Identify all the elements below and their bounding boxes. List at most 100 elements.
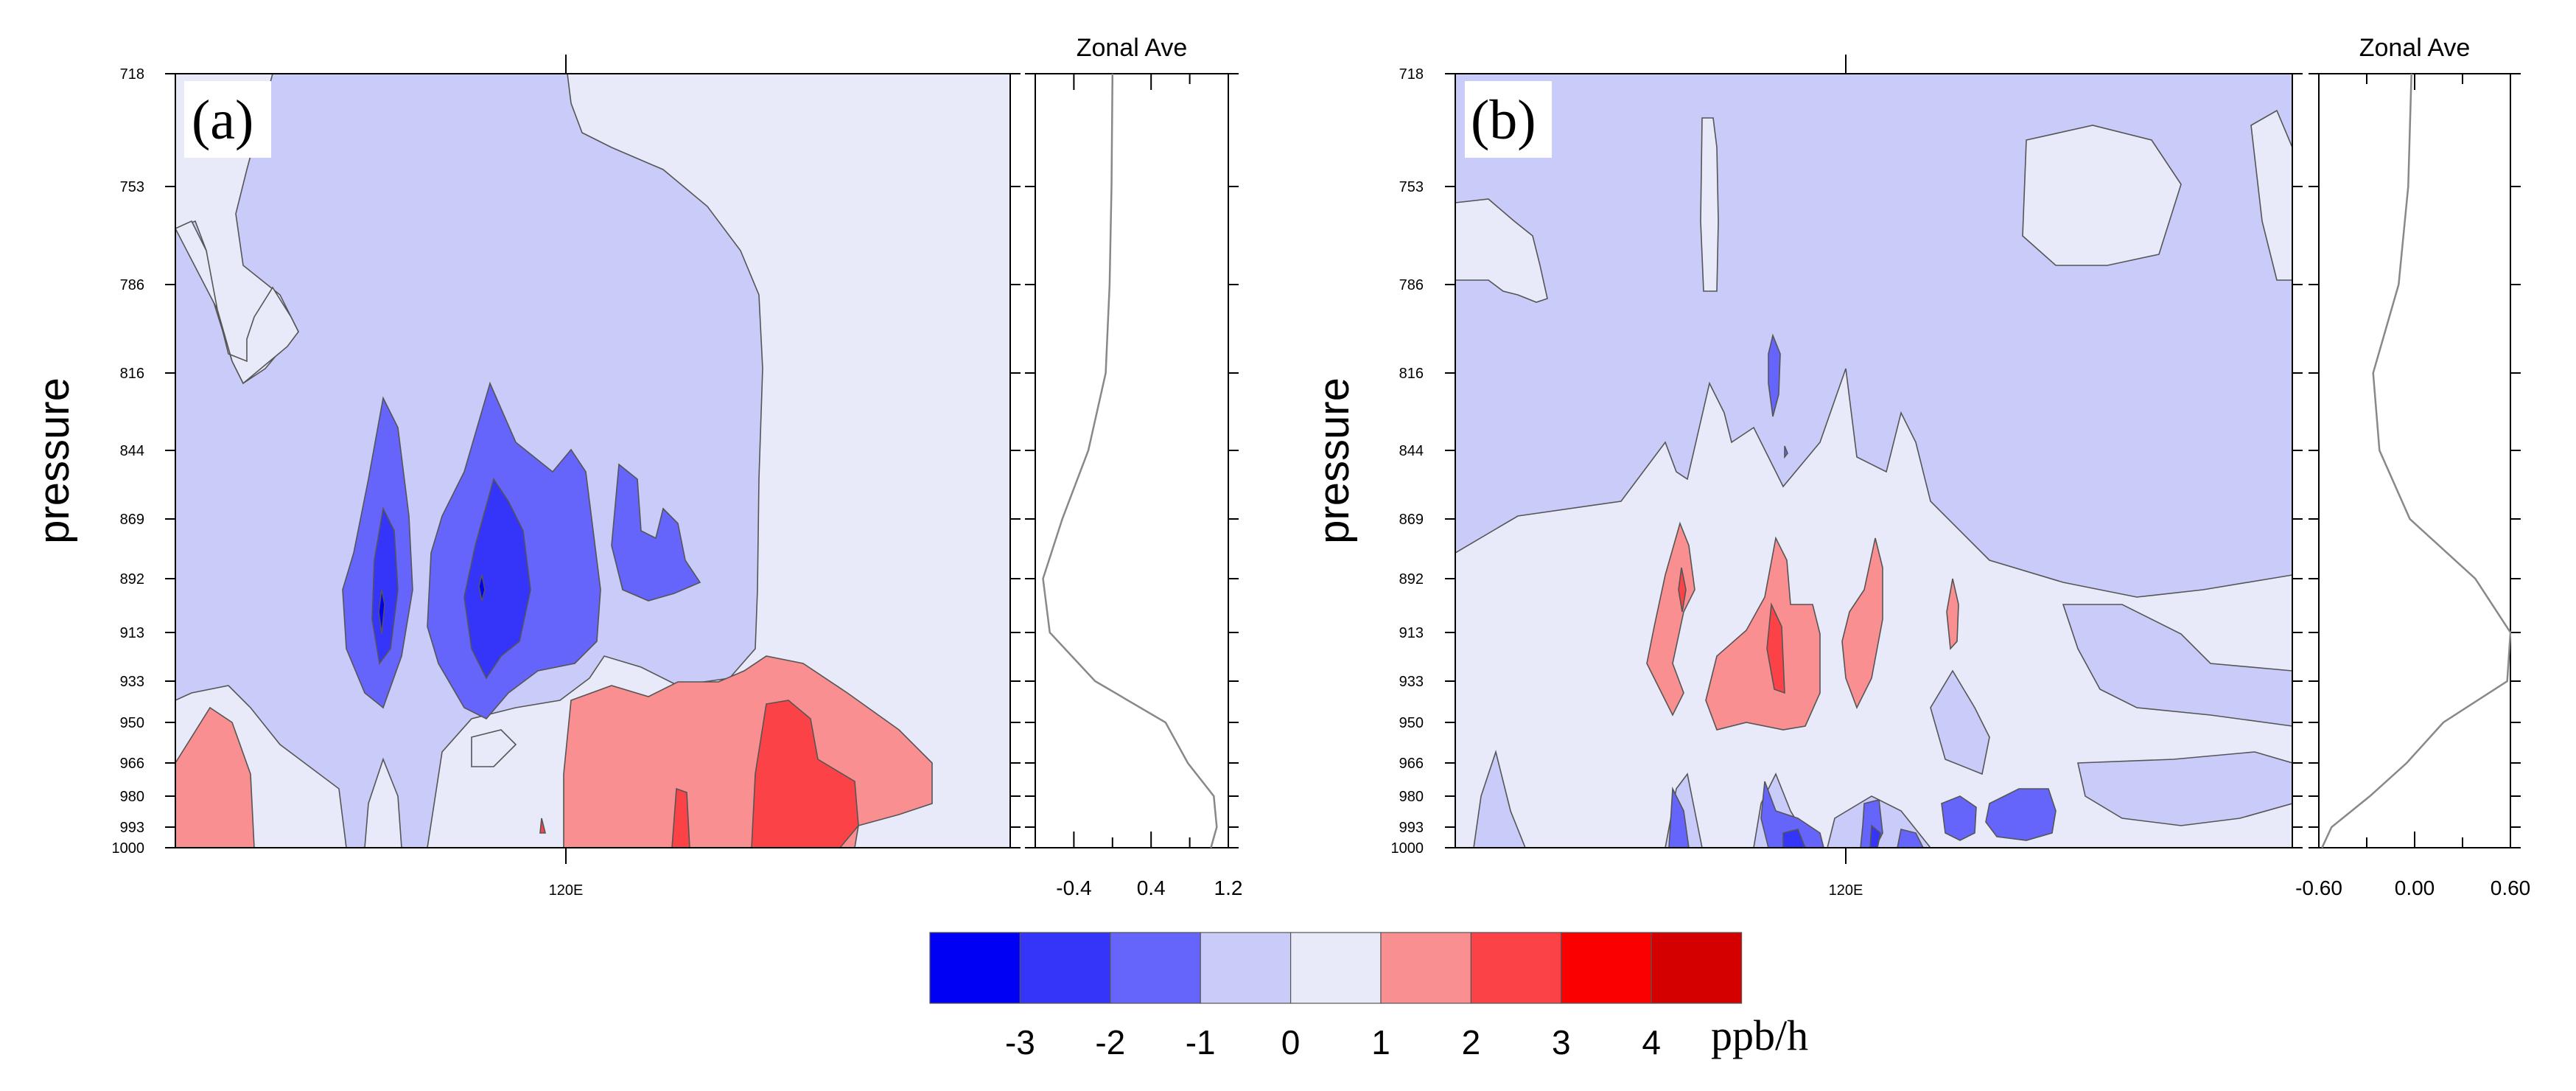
y-tick-label: 966: [1399, 756, 1424, 772]
contour-region: [471, 729, 517, 767]
y-tick-label: 753: [1399, 179, 1424, 195]
contour-region: [1985, 788, 2057, 841]
y-tick-label: 1000: [1391, 840, 1424, 857]
panel-label-a: (a): [192, 89, 253, 151]
side-title-a: Zonal Ave: [1077, 34, 1188, 62]
y-tick-label: 993: [120, 820, 144, 836]
y-ticks-a: 718 753 786 816 844 869 892 913 933 950 966 980 993 1…: [112, 66, 1021, 857]
contour-region: [175, 220, 299, 385]
y-axis-label-b: pressure: [1310, 377, 1358, 544]
contour-region: [463, 478, 531, 680]
contour-region: [1760, 781, 1824, 848]
contour-region: [1782, 829, 1806, 848]
side-x-tick-label: 1.2: [1214, 876, 1243, 899]
colorbar-box: [1651, 932, 1743, 1004]
side-x-tick-label: 0.00: [2395, 876, 2435, 899]
x-tick-label-b: 120E: [1829, 882, 1863, 899]
side-title-b: Zonal Ave: [2359, 34, 2471, 62]
contour-region: [1668, 786, 1690, 848]
colorbar-box: [1470, 932, 1562, 1004]
contour-region: [1705, 536, 1821, 731]
profile-line-b: [2321, 73, 2512, 848]
contour-region: [1700, 117, 1719, 292]
y-tick-label: 869: [120, 512, 144, 528]
colorbar-tick-label: 4: [1642, 1023, 1661, 1062]
colorbar-tick-label: -3: [1005, 1023, 1035, 1062]
panel-label-box-b: [1465, 81, 1552, 158]
profile-line-a: [1042, 73, 1218, 848]
contour-region: [1941, 795, 1977, 841]
contour-region: [1869, 824, 1881, 848]
contour-region: [671, 787, 690, 848]
y-tick-label: 913: [1399, 625, 1424, 641]
side-x-tick-label: -0.4: [1056, 876, 1091, 899]
y-tick-label: 718: [120, 66, 144, 83]
side-ticks-b: -0.60 0.00 0.60: [2295, 73, 2530, 899]
contour-region: [1455, 198, 1548, 303]
y-tick-label: 950: [120, 715, 144, 731]
side-x-tick-label: -0.60: [2295, 876, 2342, 899]
plot-frame-a: [175, 73, 1011, 848]
y-tick-label: 913: [120, 625, 144, 641]
contour-region: [751, 700, 859, 848]
contour-region: [539, 818, 547, 834]
side-ticks-a: -0.4 0.4 1.2: [1025, 73, 1243, 899]
y-tick-label: 844: [1399, 443, 1424, 459]
panel-b: (b) pressure 718 753 786 816 844 869 892 913 933…: [1310, 34, 2530, 899]
side-frame-a: [1035, 73, 1229, 848]
contour-region: [175, 706, 255, 848]
y-ticks-b: 718 753 786 816 844 869 892 913 933 950 966 980 993 1…: [1391, 66, 2303, 857]
colorbar-tick-label: -2: [1095, 1023, 1125, 1062]
contour-region: [1768, 333, 1781, 417]
y-tick-label: 816: [1399, 366, 1424, 382]
y-tick-label: 980: [120, 789, 144, 805]
y-tick-label: 892: [1399, 571, 1424, 588]
contour-region: [2077, 751, 2292, 826]
colorbar-box: [1019, 932, 1111, 1004]
y-tick-label: 993: [1399, 820, 1424, 836]
y-tick-label: 718: [1399, 66, 1424, 83]
contour-region: [1841, 537, 1883, 709]
contour-region: [1473, 750, 1526, 848]
contour-region: [378, 589, 385, 635]
panel-label-box-a: [184, 81, 271, 158]
colorbar: -3 -2 -1 0 1 2 3 4 ppb/h: [929, 932, 1808, 1062]
zonal-ave-panel-a: Zonal Ave -0.4 0.4 1.2: [1025, 34, 1242, 899]
y-tick-label: 950: [1399, 715, 1424, 731]
colorbar-tick-label: 3: [1552, 1023, 1571, 1062]
plot-frame-b: [1455, 73, 2293, 848]
panel-label-b: (b): [1471, 89, 1536, 151]
contour-field-a: [175, 74, 1010, 848]
contour-region: [1766, 602, 1785, 694]
colorbar-labels: -3 -2 -1 0 1 2 3 4: [1005, 1023, 1661, 1062]
contour-region: [1897, 829, 1924, 848]
contour-region: [1946, 578, 1959, 650]
y-tick-label: 753: [120, 179, 144, 195]
colorbar-box: [1110, 932, 1201, 1004]
colorbar-unit: ppb/h: [1711, 1011, 1808, 1059]
zonal-ave-panel-b: Zonal Ave -0.60 0.00 0.60: [2295, 34, 2530, 899]
colorbar-tick-label: 1: [1371, 1023, 1390, 1062]
colorbar-tick-label: 0: [1281, 1023, 1301, 1062]
y-tick-label: 844: [120, 443, 144, 459]
contour-region: [1784, 445, 1788, 459]
y-tick-label: 966: [120, 756, 144, 772]
contour-region: [2250, 109, 2292, 281]
y-tick-label: 933: [120, 674, 144, 690]
contour-region: [2022, 125, 2182, 266]
colorbar-box: [1200, 932, 1292, 1004]
contour-region: [1678, 567, 1687, 613]
colorbar-box: [1289, 932, 1382, 1004]
contour-region: [1930, 669, 1990, 775]
y-tick-label: 786: [1399, 277, 1424, 293]
y-tick-label: 980: [1399, 789, 1424, 805]
colorbar-box: [1561, 932, 1652, 1004]
x-tick-label-a: 120E: [549, 882, 584, 899]
colorbar-tick-label: 2: [1462, 1023, 1481, 1062]
side-frame-b: [2318, 73, 2511, 848]
contour-region: [371, 506, 399, 665]
colorbar-box: [1380, 932, 1472, 1004]
colorbar-boxes: [929, 932, 1743, 1004]
colorbar-tick-label: -1: [1186, 1023, 1216, 1062]
